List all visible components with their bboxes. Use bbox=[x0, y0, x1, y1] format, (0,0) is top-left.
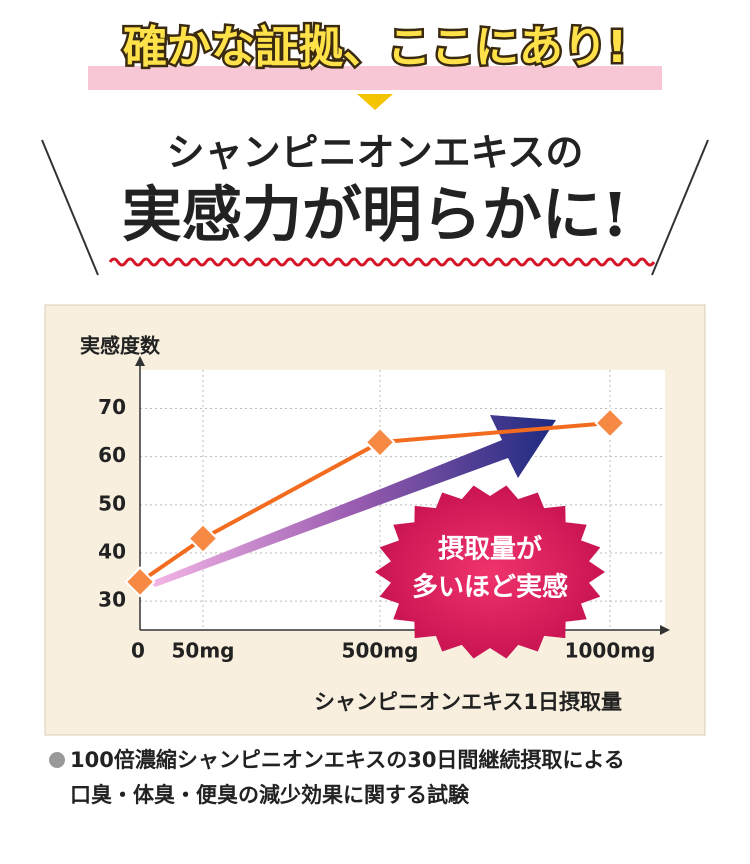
x-tick-label: 50mg bbox=[172, 639, 235, 663]
y-tick-label: 30 bbox=[98, 588, 126, 612]
data-point bbox=[594, 407, 626, 439]
footnote-line: 100倍濃縮シャンピニオンエキスの30日間継続摂取による bbox=[70, 748, 625, 772]
x-axis-arrow bbox=[660, 625, 670, 635]
y-tick-label: 70 bbox=[98, 395, 126, 419]
footnote-line: 口臭・体臭・便臭の減少効果に関する試験 bbox=[70, 783, 470, 807]
y-axis-label: 実感度数 bbox=[80, 334, 161, 358]
wavy-underline bbox=[108, 257, 656, 267]
x-tick-label: 500mg bbox=[342, 639, 419, 663]
data-line bbox=[138, 420, 611, 584]
x-tick-label: 0 bbox=[131, 639, 145, 663]
trend-arrow bbox=[150, 415, 556, 587]
title: 実感力が明らかに! bbox=[122, 181, 628, 251]
x-tick-label: 1000mg bbox=[565, 639, 656, 663]
y-tick-label: 40 bbox=[98, 539, 126, 563]
y-tick-label: 50 bbox=[98, 491, 126, 515]
down-triangle bbox=[357, 94, 393, 110]
y-axis-arrow bbox=[135, 356, 145, 366]
deco-line bbox=[41, 139, 99, 276]
y-tick-label: 60 bbox=[98, 443, 126, 467]
data-point bbox=[364, 426, 396, 458]
badge-text: 摂取量が bbox=[438, 534, 542, 565]
badge-text: 多いほど実感 bbox=[412, 572, 568, 603]
subtitle: シャンピニオンエキスの bbox=[167, 130, 584, 175]
data-point bbox=[124, 566, 156, 598]
x-axis-label: シャンピニオンエキス1日摂取量 bbox=[314, 690, 622, 714]
data-point bbox=[187, 522, 219, 555]
headline-band bbox=[88, 66, 662, 90]
headline: 確かな証拠、ここにあり! bbox=[123, 22, 627, 73]
deco-line bbox=[651, 139, 709, 276]
bullet bbox=[49, 752, 65, 768]
badge bbox=[375, 485, 605, 659]
